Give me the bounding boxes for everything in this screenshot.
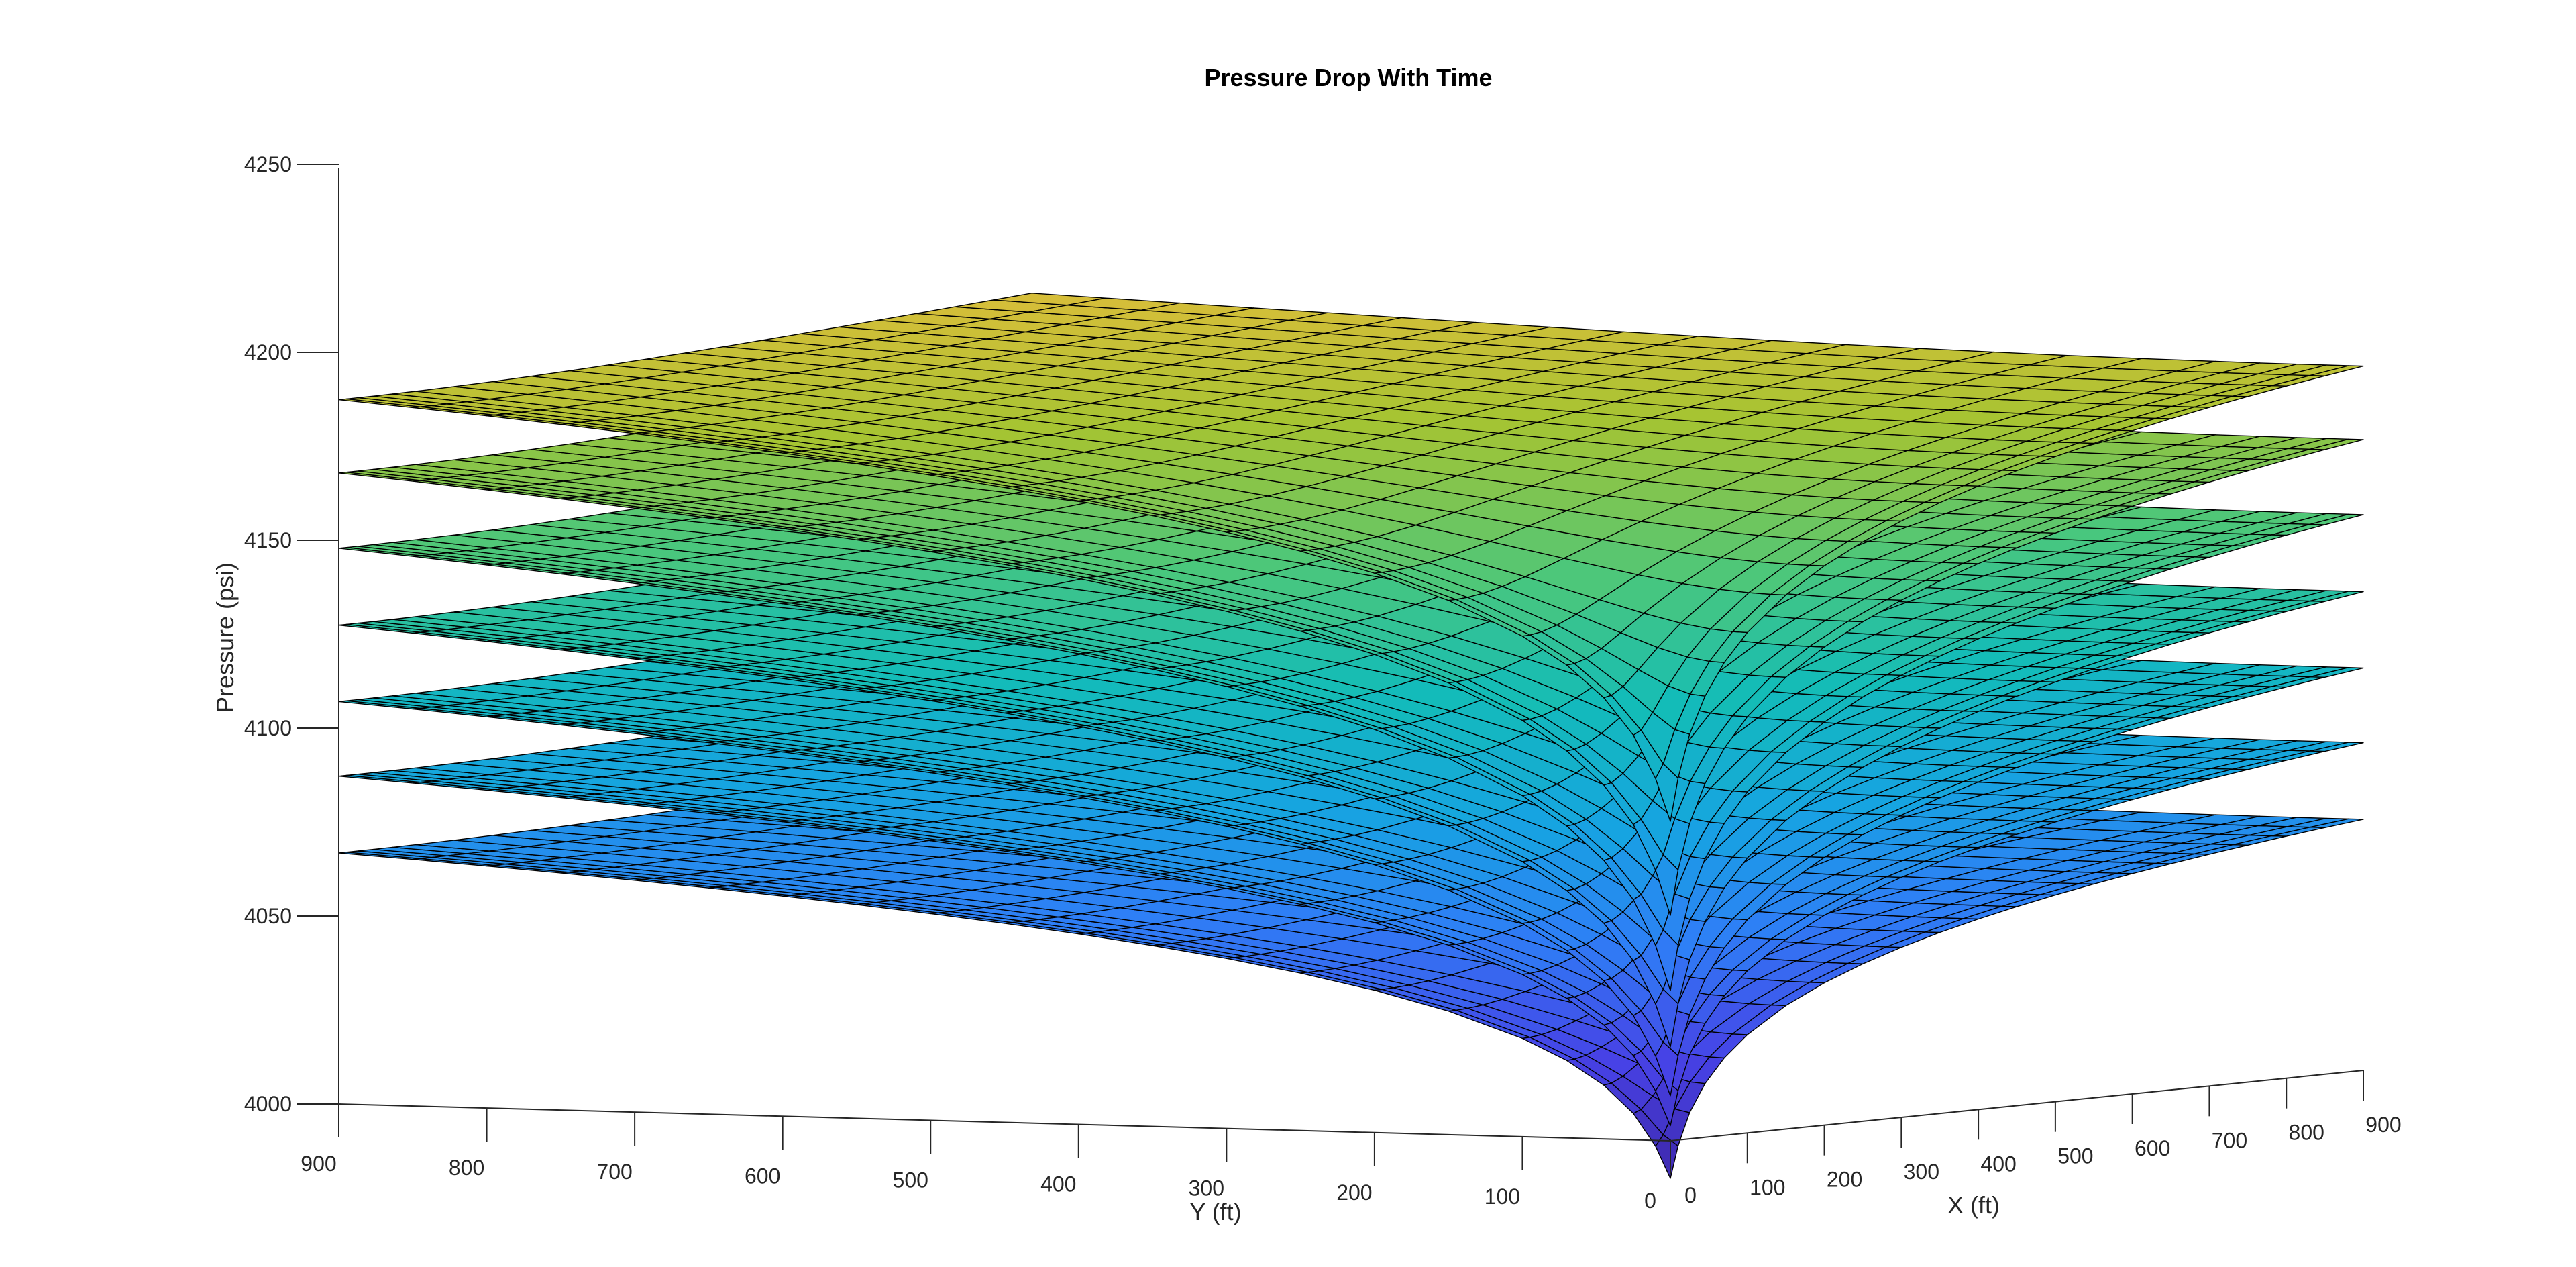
surface-patch: [2309, 438, 2364, 450]
y-tick-label: 300: [1189, 1176, 1224, 1201]
x-axis-line: [1670, 1070, 2364, 1142]
x-tick-label: 800: [2289, 1121, 2324, 1145]
x-tick-label: 600: [2135, 1136, 2170, 1160]
x-tick-label: 400: [1980, 1152, 2016, 1176]
x-tick-label: 200: [1827, 1168, 1862, 1192]
surface-patch: [2309, 365, 2364, 376]
x-tick-label: 900: [2365, 1113, 2401, 1137]
y-tick-label: 0: [1644, 1188, 1656, 1213]
x-tick-label: 0: [1684, 1183, 1697, 1207]
y-tick-label: 400: [1040, 1172, 1076, 1197]
x-tick-label: 500: [2057, 1144, 2093, 1168]
surface-patch: [2309, 818, 2364, 829]
x-axis-label: X (ft): [1947, 1191, 2000, 1219]
surface-patch: [2309, 742, 2364, 752]
surface-layer-7: [338, 293, 2364, 822]
axes-group: [338, 168, 2364, 1142]
z-tick-label: 4150: [244, 528, 292, 552]
y-axis-line: [338, 1103, 1671, 1142]
y-tick-label: 200: [1336, 1180, 1372, 1205]
z-tick-label: 4200: [244, 340, 292, 364]
x-tick-label: 700: [2212, 1128, 2247, 1152]
y-tick-label: 500: [893, 1168, 928, 1192]
x-tick-label: 100: [1750, 1175, 1785, 1199]
x-tick-label: 300: [1904, 1160, 1939, 1184]
y-tick-label: 900: [301, 1152, 336, 1176]
z-tick-label: 4050: [244, 904, 292, 928]
surface-patch: [2309, 513, 2364, 525]
z-axis-label: Pressure (psi): [211, 562, 239, 713]
z-tick-label: 4250: [244, 152, 292, 176]
z-tick-label: 4000: [244, 1092, 292, 1116]
y-tick-label: 800: [449, 1156, 484, 1180]
z-tick-label: 4100: [244, 716, 292, 740]
surface-group: [338, 293, 2364, 1179]
surface-patch: [2309, 591, 2364, 602]
y-tick-label: 700: [596, 1160, 632, 1184]
y-tick-label: 100: [1485, 1184, 1520, 1209]
y-tick-label: 600: [745, 1164, 780, 1188]
y-axis-label: Y (ft): [1189, 1198, 1241, 1225]
chart-title: Pressure Drop With Time: [1204, 64, 1492, 91]
surface-patch: [2309, 667, 2364, 678]
